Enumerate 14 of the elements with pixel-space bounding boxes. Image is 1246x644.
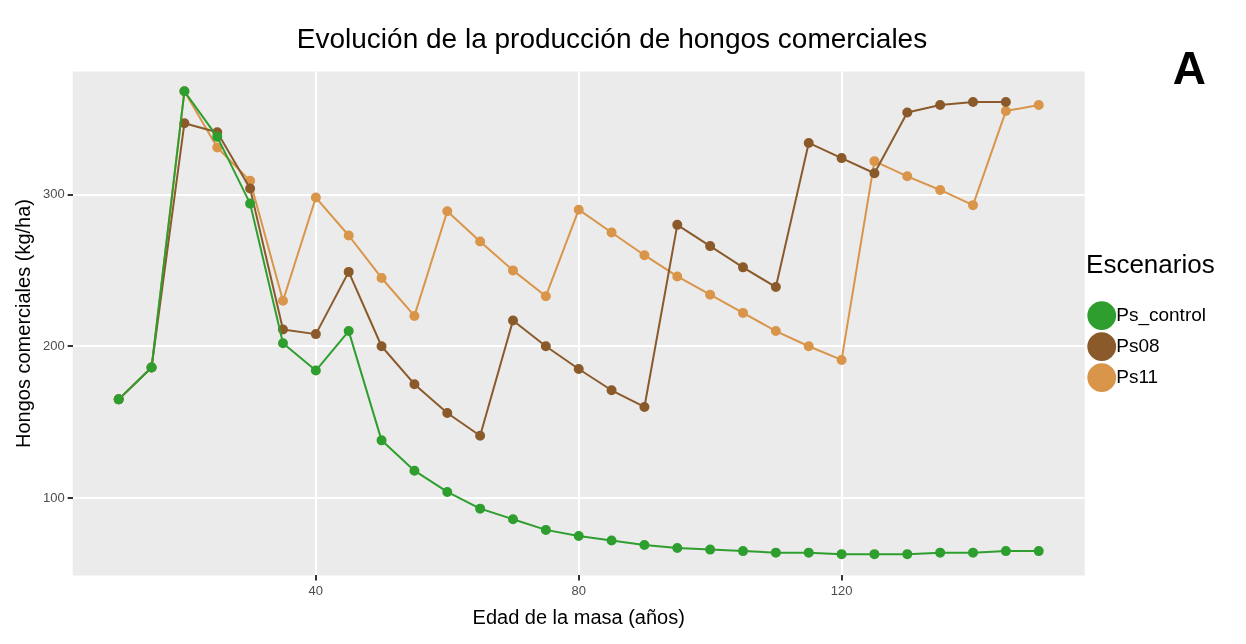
text: A	[1172, 41, 1206, 94]
legend-label: Ps08	[1116, 334, 1160, 356]
x-axis-title: Edad de la masa (años)	[472, 605, 685, 628]
chart-title: Evolución de la producción de hongos comerciales	[296, 22, 928, 54]
y-tick-label: 100	[42, 489, 65, 505]
x-tick-label: 80	[571, 582, 586, 598]
y-tick-label: 300	[42, 186, 65, 202]
legend-label: Ps11	[1116, 365, 1159, 387]
legend-label: Ps_control	[1116, 303, 1207, 326]
y-axis-title: Hongos comerciales (kg/ha)	[11, 199, 34, 448]
x-tick-label: 40	[308, 582, 324, 598]
legend-title: Escenarios	[1086, 249, 1215, 280]
x-tick-label: 120	[830, 582, 853, 598]
y-tick-label: 200	[42, 337, 65, 353]
